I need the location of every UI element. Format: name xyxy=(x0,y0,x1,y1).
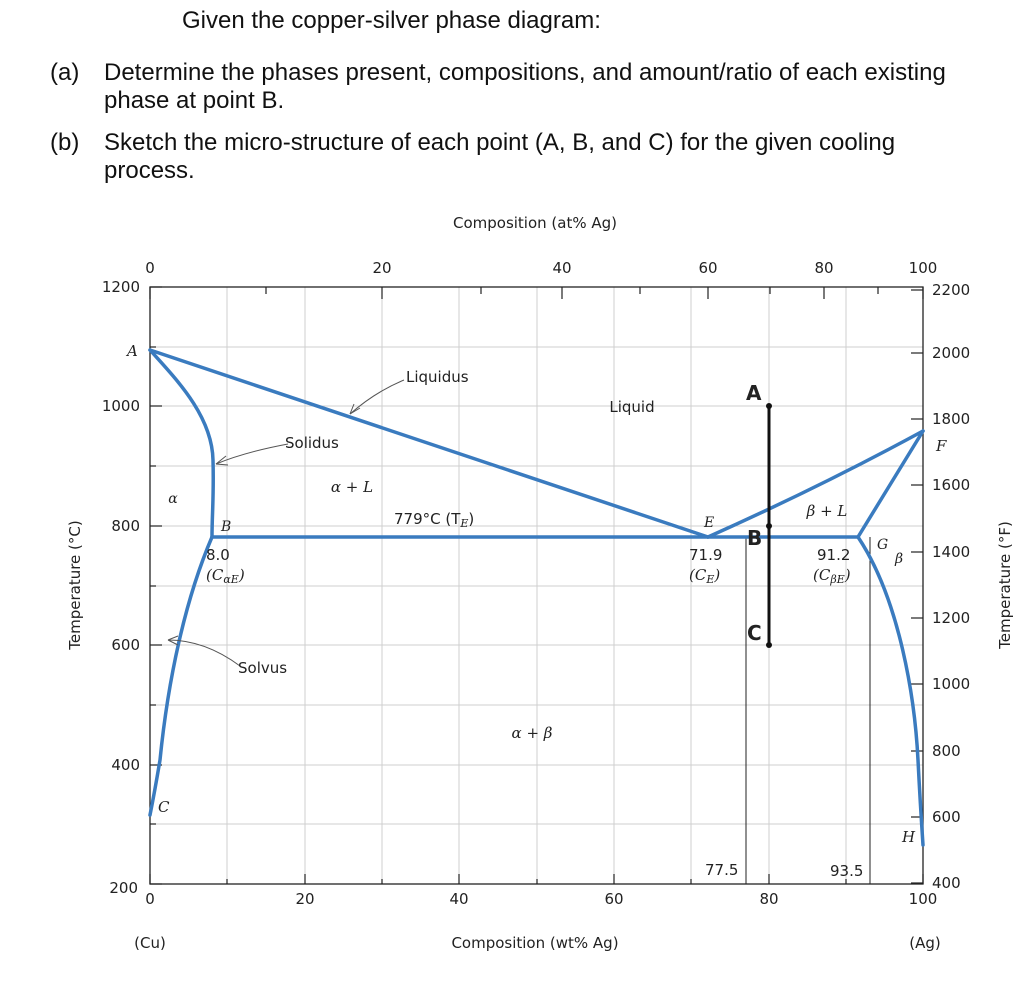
right-axis-title: Temperature (°F) xyxy=(996,521,1014,650)
left-axis-title: Temperature (°C) xyxy=(66,520,84,650)
top-tick-label: 0 xyxy=(145,259,155,277)
grid xyxy=(150,287,923,884)
bottom-tick-labels: 0 20 40 60 80 100 xyxy=(145,890,937,908)
solidus-beta xyxy=(856,429,925,539)
solvus-label: Solvus xyxy=(238,659,287,677)
region-beta: β xyxy=(894,551,903,567)
right-tick-label: 2000 xyxy=(932,344,970,362)
left-tick-label: 600 xyxy=(111,636,140,654)
comp-beta-label: (CβE) xyxy=(813,566,851,586)
point-f-label: F xyxy=(935,437,947,455)
left-tick-label: 400 xyxy=(111,756,140,774)
comp-alpha-value: 8.0 xyxy=(206,546,230,564)
part-a-label: (a) xyxy=(50,59,80,86)
comp-beta-value: 91.2 xyxy=(817,546,850,564)
bottom-axis-title: Composition (wt% Ag) xyxy=(451,934,618,952)
phase-boundaries xyxy=(148,348,925,847)
part-a-line2: phase at point B. xyxy=(104,87,285,114)
ref-label-77-5: 77.5 xyxy=(705,861,738,879)
cu-label: (Cu) xyxy=(134,934,166,952)
point-a-label: A xyxy=(125,342,138,360)
callout-arrows xyxy=(167,379,405,667)
part-b-label: (b) xyxy=(50,129,80,156)
solvus-beta xyxy=(856,535,925,847)
point-b-eutectic-label: B xyxy=(220,519,231,535)
region-liquid: Liquid xyxy=(609,398,654,416)
liquidus-cu-side xyxy=(148,348,710,539)
point-b-dot xyxy=(766,523,772,529)
liquidus-ag-side xyxy=(706,429,925,539)
point-a-dot xyxy=(766,403,772,409)
solidus-alpha xyxy=(148,348,216,539)
right-tick-labels: 2200 2000 1800 1600 1400 1200 1000 800 6… xyxy=(932,281,970,892)
point-h-label: H xyxy=(901,828,916,846)
left-tick-labels: 1200 1000 800 600 400 200 xyxy=(102,278,140,897)
right-tick-label: 1800 xyxy=(932,410,970,428)
comp-eutectic-value: 71.9 xyxy=(689,546,722,564)
region-alpha-beta: α + β xyxy=(512,724,553,742)
bottom-tick-label: 80 xyxy=(759,890,778,908)
axis-ticks xyxy=(149,286,924,885)
point-c-label: C xyxy=(158,798,170,816)
liquidus-arrow xyxy=(349,379,405,415)
bottom-tick-label: 0 xyxy=(145,890,155,908)
right-tick-label: 400 xyxy=(932,874,961,892)
ag-label: (Ag) xyxy=(909,934,941,952)
marker-c: C xyxy=(747,621,762,645)
region-alpha-liquid: α + L xyxy=(331,478,373,496)
right-tick-label: 600 xyxy=(932,808,961,826)
left-tick-label: 1200 xyxy=(102,278,140,296)
point-c-dot xyxy=(766,642,772,648)
bottom-tick-label: 60 xyxy=(604,890,623,908)
right-tick-label: 1000 xyxy=(932,675,970,693)
solvus-alpha xyxy=(148,535,214,817)
comp-eutectic-label: (CE) xyxy=(689,566,720,586)
top-tick-label: 20 xyxy=(372,259,391,277)
bottom-tick-label: 100 xyxy=(909,890,938,908)
right-tick-label: 800 xyxy=(932,742,961,760)
part-b-line2: process. xyxy=(104,157,195,184)
solidus-arrow xyxy=(215,443,289,465)
top-tick-label: 40 xyxy=(552,259,571,277)
right-tick-label: 1400 xyxy=(932,543,970,561)
top-tick-label: 80 xyxy=(814,259,833,277)
top-tick-label: 60 xyxy=(698,259,717,277)
eutectic-temp-label: 779°C (TE) xyxy=(394,510,474,530)
marker-a: A xyxy=(746,381,762,405)
bottom-tick-label: 40 xyxy=(449,890,468,908)
question-title: Given the copper-silver phase diagram: xyxy=(182,7,601,34)
ref-label-93-5: 93.5 xyxy=(830,862,863,880)
part-a-line1: Determine the phases present, compositio… xyxy=(104,59,946,86)
left-tick-label: 800 xyxy=(111,517,140,535)
point-g-label: G xyxy=(877,537,888,553)
liquidus-label: Liquidus xyxy=(406,368,469,386)
solidus-label: Solidus xyxy=(285,434,339,452)
comp-alpha-label: (CαE) xyxy=(206,566,245,586)
left-tick-label: 1000 xyxy=(102,397,140,415)
top-axis-title: Composition (at% Ag) xyxy=(453,214,617,232)
bottom-tick-label: 20 xyxy=(295,890,314,908)
region-alpha: α xyxy=(168,491,178,507)
top-tick-labels: 0 20 40 60 80 100 xyxy=(145,259,937,277)
right-tick-label: 2200 xyxy=(932,281,970,299)
part-b-line1: Sketch the micro-structure of each point… xyxy=(104,129,896,156)
left-tick-label: 200 xyxy=(109,879,138,897)
marker-b: B xyxy=(747,526,762,550)
solvus-arrow xyxy=(167,639,241,667)
right-tick-label: 1200 xyxy=(932,609,970,627)
point-e-label: E xyxy=(703,515,714,531)
region-beta-liquid: β + L xyxy=(806,502,848,520)
right-tick-label: 1600 xyxy=(932,476,970,494)
top-tick-label: 100 xyxy=(909,259,938,277)
